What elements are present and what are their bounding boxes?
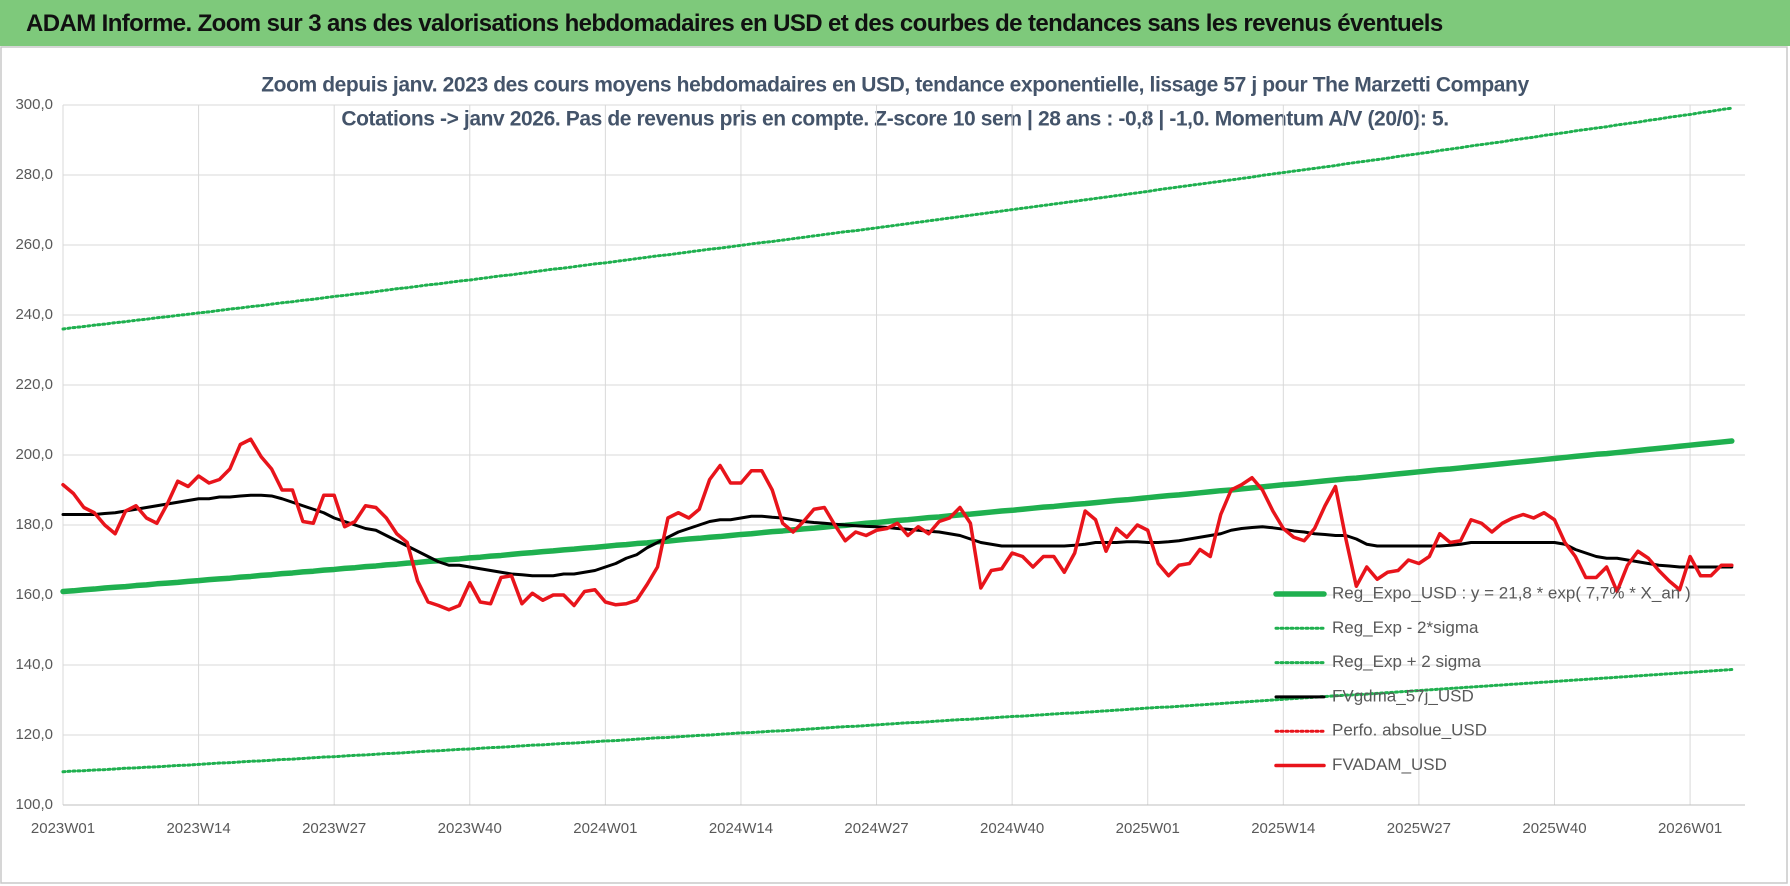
y-tick-label: 200,0 xyxy=(15,446,53,463)
x-tick-label: 2025W01 xyxy=(1116,820,1180,837)
chart-subtitle: Cotations -> janv 2026. Pas de revenus p… xyxy=(341,108,1448,131)
y-tick-label: 120,0 xyxy=(15,726,53,743)
x-tick-label: 2023W40 xyxy=(438,820,502,837)
x-tick-label: 2025W14 xyxy=(1251,820,1315,837)
x-tick-label: 2023W01 xyxy=(31,820,95,837)
x-tick-label: 2025W27 xyxy=(1387,820,1451,837)
chart: Zoom depuis janv. 2023 des cours moyens … xyxy=(0,46,1788,884)
y-tick-label: 220,0 xyxy=(15,376,53,393)
y-tick-label: 260,0 xyxy=(15,236,53,253)
legend-label: Perfo. absolue_USD xyxy=(1332,721,1487,740)
series-line xyxy=(61,437,1734,612)
chart-title: Zoom depuis janv. 2023 des cours moyens … xyxy=(261,74,1529,97)
x-tick-label: 2023W14 xyxy=(166,820,230,837)
x-tick-label: 2025W40 xyxy=(1522,820,1586,837)
series-line xyxy=(60,438,1735,595)
y-tick-label: 300,0 xyxy=(15,96,53,113)
legend-label: FVADAM_USD xyxy=(1332,755,1447,774)
legend-label: Reg_Exp - 2*sigma xyxy=(1332,618,1479,637)
x-tick-label: 2024W40 xyxy=(980,820,1044,837)
legend-label: FVgdma_57j_USD xyxy=(1332,686,1474,705)
x-tick-label: 2024W27 xyxy=(844,820,908,837)
x-tick-label: 2024W01 xyxy=(573,820,637,837)
y-tick-label: 140,0 xyxy=(15,656,53,673)
y-tick-label: 100,0 xyxy=(15,796,53,813)
x-tick-label: 2023W27 xyxy=(302,820,366,837)
series-line xyxy=(61,106,1734,331)
x-tick-label: 2024W14 xyxy=(709,820,773,837)
y-tick-label: 160,0 xyxy=(15,586,53,603)
legend-label: Reg_Expo_USD : y = 21,8 * exp( 7,7% * X_… xyxy=(1332,583,1691,602)
header-title: ADAM Informe. Zoom sur 3 ans des valoris… xyxy=(0,0,1790,46)
y-tick-label: 280,0 xyxy=(15,166,53,183)
series-line xyxy=(61,668,1734,774)
legend-label: Reg_Exp + 2 sigma xyxy=(1332,652,1481,671)
y-tick-label: 240,0 xyxy=(15,306,53,323)
x-tick-label: 2026W01 xyxy=(1658,820,1722,837)
y-tick-label: 180,0 xyxy=(15,516,53,533)
